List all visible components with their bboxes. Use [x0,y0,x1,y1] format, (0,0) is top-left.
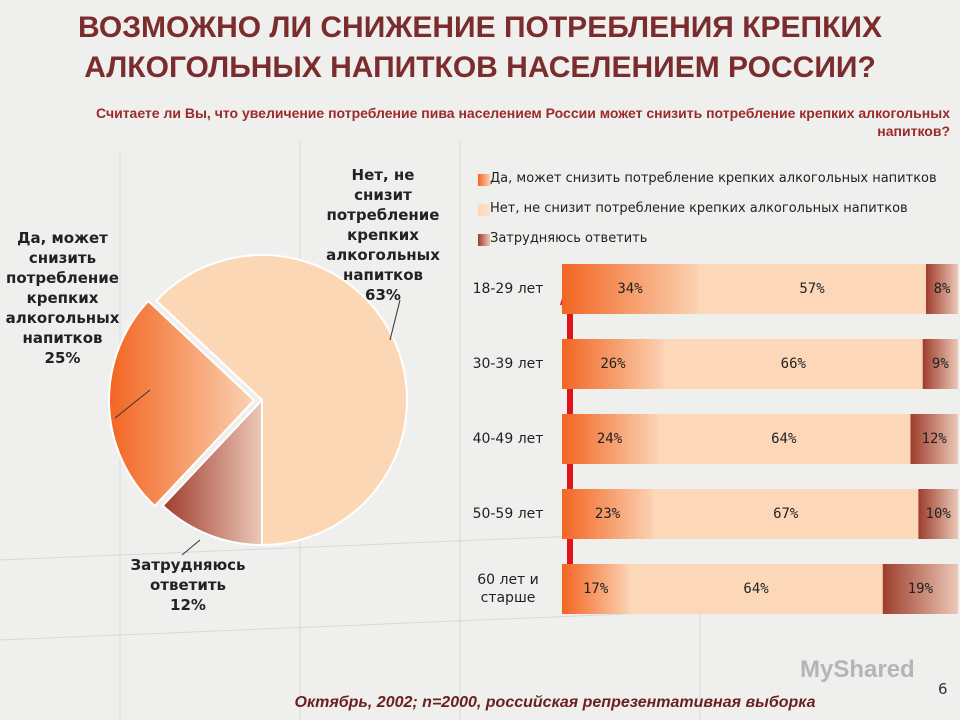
bar-segment [882,564,958,614]
bar-value-label: 23% [595,506,621,522]
legend-label: Нет, не снизит потребление крепких алког… [490,201,908,216]
pie-slice [154,254,409,547]
category-label: 30-39 лет [472,356,544,372]
watermark: MyShared [800,656,915,683]
pie-value-label: 25% [44,349,81,367]
category-label: 40-49 лет [472,431,544,447]
pie-category: Да, может снизить потребление крепких ал… [5,229,120,347]
leader-line [389,299,401,341]
legend-swatch [478,204,490,216]
bar-segment [922,339,958,389]
bar-segment [562,564,630,614]
legend-swatch [478,234,490,246]
page-number: 6 [938,680,948,698]
bar-segment [663,339,923,389]
bar-value-label: 24% [597,431,623,447]
slide-title: ВОЗМОЖНО ЛИ СНИЖЕНИЕ ПОТРЕБЛЕНИЯ КРЕПКИХ… [78,11,882,84]
category-label: 18-29 лет [472,281,544,297]
bar-segment [562,264,698,314]
bar-segment [562,339,664,389]
bar-value-label: 64% [743,581,769,597]
bar-segment [629,564,883,614]
bar-segment [918,489,958,539]
category-label: 50-59 лет [472,506,544,522]
bar-segment [910,414,958,464]
bar-value-label: 66% [781,356,807,372]
bar-value-label: 17% [583,581,609,597]
bar-segment [698,264,926,314]
legend-label: Да, может снизить потребление крепких ал… [490,171,937,186]
bar-value-label: 26% [600,356,626,372]
pie-category: Нет, не снизит потребление крепких алког… [326,166,440,284]
category-label: 60 лет и старше [477,572,539,606]
bar-value-label: 8% [934,281,951,297]
bar-segment [657,414,911,464]
pie-label: Нет, не снизит потребление крепких алког… [322,165,444,305]
bar-segment [653,489,919,539]
pie-value-label: 12% [170,596,206,614]
bar-value-label: 10% [926,506,952,522]
bar-segment [562,489,654,539]
bar-value-label: 67% [773,506,799,522]
pie-label: Затрудняюсь ответить 12% [118,555,258,615]
bar-value-label: 19% [908,581,934,597]
bar-segment [926,264,958,314]
bar-value-label: 12% [922,431,948,447]
question: Считаете ли Вы, что увеличение потреблен… [96,105,950,139]
bar-value-label: 64% [771,431,797,447]
bar-value-label: 57% [799,281,825,297]
leader-line [181,539,201,556]
bar-value-label: 34% [617,281,643,297]
pie-category: Затрудняюсь ответить [130,556,246,594]
leader-line [114,389,151,419]
pie-value-label: 63% [365,286,401,304]
legend-swatch [478,174,490,186]
pie-slice [108,299,256,508]
footnote: Октябрь, 2002; n=2000, российская репрез… [294,694,816,711]
bar-value-label: 9% [932,356,949,372]
bar-segment [562,414,658,464]
legend-label: Затрудняюсь ответить [490,231,648,246]
pie-label: Да, может снизить потребление крепких ал… [0,228,125,368]
pie-slice [161,397,263,547]
